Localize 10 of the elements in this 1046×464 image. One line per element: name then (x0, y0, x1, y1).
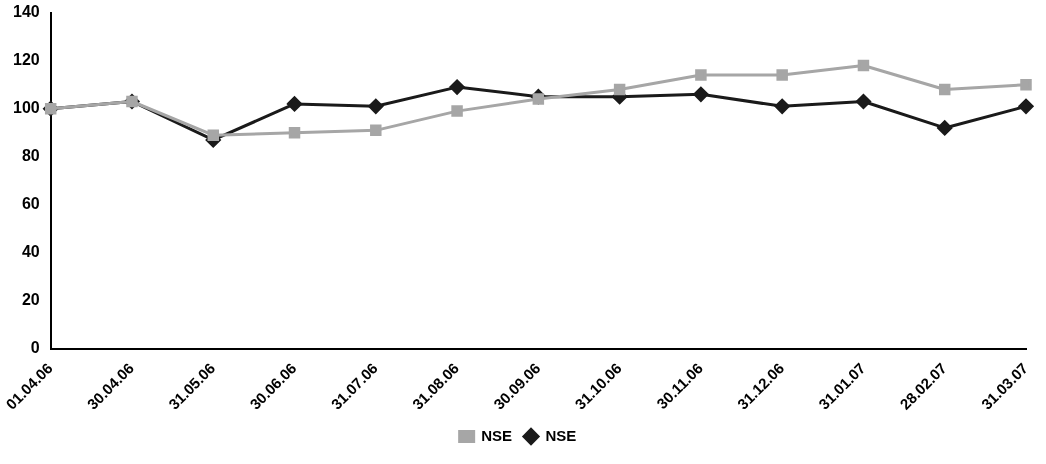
legend-label: NSE (545, 426, 577, 444)
y-tick-label: 60 (21, 195, 40, 213)
y-tick-label: 140 (12, 3, 40, 21)
y-tick-label: 100 (12, 99, 40, 117)
y-tick-label: 40 (21, 243, 40, 261)
y-tick-label: 0 (30, 339, 40, 357)
y-tick-label: 20 (21, 291, 40, 309)
legend-label: NSE (481, 426, 512, 444)
y-tick-label: 120 (12, 51, 40, 69)
y-tick-label: 80 (21, 147, 40, 165)
